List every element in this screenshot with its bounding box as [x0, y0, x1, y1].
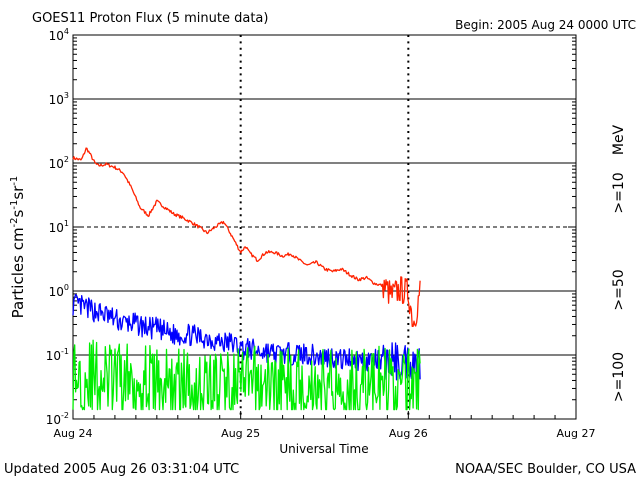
- x-tick-label: Aug 27: [557, 427, 596, 440]
- x-tick-label: Aug 24: [54, 427, 93, 440]
- series-line: [72, 293, 421, 381]
- legend-ge10: >=10: [611, 172, 627, 213]
- updated-time: Updated 2005 Aug 26 03:31:04 UTC: [4, 462, 239, 477]
- y-tick-label: 103: [49, 91, 69, 107]
- y-tick-labels: 10-2 10-1 100 101 102 103 104: [46, 27, 69, 427]
- y-tick-label: 101: [49, 219, 69, 235]
- x-axis-label: Universal Time: [279, 442, 368, 456]
- y-tick-label: 102: [49, 155, 69, 171]
- series-lines: [72, 147, 421, 411]
- x-tick-labels: Aug 24 Aug 25 Aug 26 Aug 27: [54, 427, 596, 440]
- credit: NOAA/SEC Boulder, CO USA: [455, 462, 636, 477]
- x-tick-label: Aug 26: [389, 427, 428, 440]
- begin-time: Begin: 2005 Aug 24 0000 UTC: [455, 18, 636, 32]
- y-tick-label: 100: [49, 283, 69, 299]
- x-tick-label: Aug 25: [221, 427, 260, 440]
- unit-label: MeV: [611, 124, 627, 155]
- y-tick-label: 104: [49, 27, 69, 43]
- svg-text:Particles cm-2s-1sr-1: Particles cm-2s-1sr-1: [9, 176, 27, 319]
- y-tick-label: 10-2: [46, 411, 69, 427]
- legend-ge50: >=50: [611, 269, 627, 310]
- legend-ge100: >=100: [611, 352, 627, 402]
- right-legend: MeV >=10 >=50 >=100: [611, 124, 627, 402]
- y-tick-label: 10-1: [46, 347, 69, 363]
- chart-title: GOES11 Proton Flux (5 minute data): [32, 11, 268, 26]
- series-line: [72, 147, 421, 328]
- y-axis-label: Particles cm-2s-1sr-1: [9, 176, 27, 319]
- series-line: [72, 339, 421, 411]
